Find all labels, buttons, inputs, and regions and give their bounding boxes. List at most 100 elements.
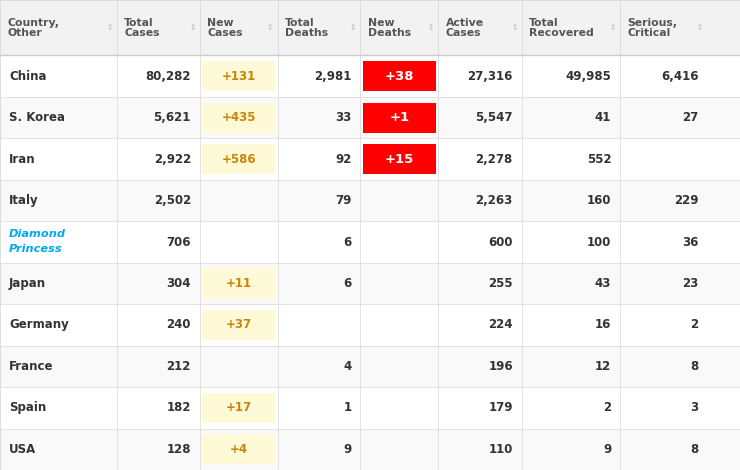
Bar <box>0 263 740 304</box>
Text: 182: 182 <box>166 401 191 415</box>
Bar <box>0 429 740 470</box>
Text: +38: +38 <box>385 70 414 83</box>
Text: 36: 36 <box>682 235 699 249</box>
Text: 6: 6 <box>343 235 352 249</box>
Bar <box>202 310 275 340</box>
Text: 160: 160 <box>587 194 611 207</box>
Text: ⇕: ⇕ <box>350 23 356 32</box>
Text: +131: +131 <box>221 70 256 83</box>
Text: Total: Total <box>124 17 154 28</box>
Text: 110: 110 <box>488 443 513 456</box>
Text: 16: 16 <box>595 318 611 331</box>
Text: +11: +11 <box>226 277 252 290</box>
Text: +37: +37 <box>226 318 252 331</box>
Text: Country,: Country, <box>7 17 59 28</box>
Text: Japan: Japan <box>9 277 46 290</box>
Text: Cases: Cases <box>445 28 481 38</box>
Text: 27,316: 27,316 <box>468 70 513 83</box>
Text: 2,981: 2,981 <box>314 70 352 83</box>
Bar <box>0 221 740 263</box>
Text: 8: 8 <box>690 443 699 456</box>
Text: +15: +15 <box>385 153 414 165</box>
Bar <box>0 387 740 429</box>
Text: 8: 8 <box>690 360 699 373</box>
Text: Critical: Critical <box>628 28 670 38</box>
Text: 240: 240 <box>166 318 191 331</box>
Text: Recovered: Recovered <box>529 28 594 38</box>
Text: Cases: Cases <box>207 28 243 38</box>
Text: 1: 1 <box>343 401 352 415</box>
Text: 12: 12 <box>595 360 611 373</box>
Bar <box>0 138 740 180</box>
Text: 196: 196 <box>488 360 513 373</box>
Text: ⇕: ⇕ <box>107 23 112 32</box>
Text: +17: +17 <box>226 401 252 415</box>
Bar <box>0 304 740 345</box>
Bar <box>0 180 740 221</box>
Text: 2: 2 <box>603 401 611 415</box>
Text: 229: 229 <box>674 194 699 207</box>
Text: 552: 552 <box>587 153 611 165</box>
Bar <box>363 144 436 174</box>
Text: 4: 4 <box>343 360 352 373</box>
Text: +1: +1 <box>389 111 409 124</box>
Text: ⇕: ⇕ <box>267 23 273 32</box>
Text: Deaths: Deaths <box>285 28 328 38</box>
Text: Princess: Princess <box>9 244 62 254</box>
Text: 49,985: 49,985 <box>565 70 611 83</box>
Bar <box>202 102 275 133</box>
Text: 5,547: 5,547 <box>475 111 513 124</box>
Text: 9: 9 <box>603 443 611 456</box>
Text: Italy: Italy <box>9 194 38 207</box>
Bar <box>363 102 436 133</box>
Text: 179: 179 <box>488 401 513 415</box>
Text: 224: 224 <box>488 318 513 331</box>
Text: 706: 706 <box>166 235 191 249</box>
Bar <box>202 144 275 174</box>
Text: 212: 212 <box>166 360 191 373</box>
Text: 2: 2 <box>690 318 699 331</box>
Text: USA: USA <box>9 443 36 456</box>
Text: 43: 43 <box>595 277 611 290</box>
Text: Total: Total <box>529 17 559 28</box>
Bar <box>202 61 275 91</box>
Bar <box>0 97 740 138</box>
Text: 304: 304 <box>166 277 191 290</box>
Bar <box>202 393 275 423</box>
Text: +435: +435 <box>221 111 256 124</box>
Text: Serious,: Serious, <box>628 17 678 28</box>
Bar <box>0 0 740 55</box>
Text: 33: 33 <box>335 111 352 124</box>
Text: Iran: Iran <box>9 153 36 165</box>
Text: 128: 128 <box>166 443 191 456</box>
Bar <box>202 434 275 464</box>
Text: 79: 79 <box>335 194 352 207</box>
Text: ⇕: ⇕ <box>511 23 517 32</box>
Bar <box>0 345 740 387</box>
Text: Diamond: Diamond <box>9 228 66 239</box>
Text: ⇕: ⇕ <box>697 23 703 32</box>
Text: 23: 23 <box>682 277 699 290</box>
Text: Active: Active <box>445 17 484 28</box>
Text: 2,922: 2,922 <box>154 153 191 165</box>
Text: Total: Total <box>285 17 314 28</box>
Text: +4: +4 <box>229 443 248 456</box>
Text: 6,416: 6,416 <box>661 70 699 83</box>
Bar <box>202 268 275 298</box>
Bar <box>363 61 436 91</box>
Text: Cases: Cases <box>124 28 160 38</box>
Text: 2,263: 2,263 <box>476 194 513 207</box>
Text: Other: Other <box>7 28 42 38</box>
Text: Deaths: Deaths <box>368 28 411 38</box>
Text: +586: +586 <box>221 153 256 165</box>
Text: 2,502: 2,502 <box>154 194 191 207</box>
Text: 100: 100 <box>587 235 611 249</box>
Text: Spain: Spain <box>9 401 46 415</box>
Text: 27: 27 <box>682 111 699 124</box>
Text: ⇕: ⇕ <box>610 23 616 32</box>
Text: S. Korea: S. Korea <box>9 111 65 124</box>
Text: 600: 600 <box>488 235 513 249</box>
Text: 255: 255 <box>488 277 513 290</box>
Text: New: New <box>368 17 394 28</box>
Text: 3: 3 <box>690 401 699 415</box>
